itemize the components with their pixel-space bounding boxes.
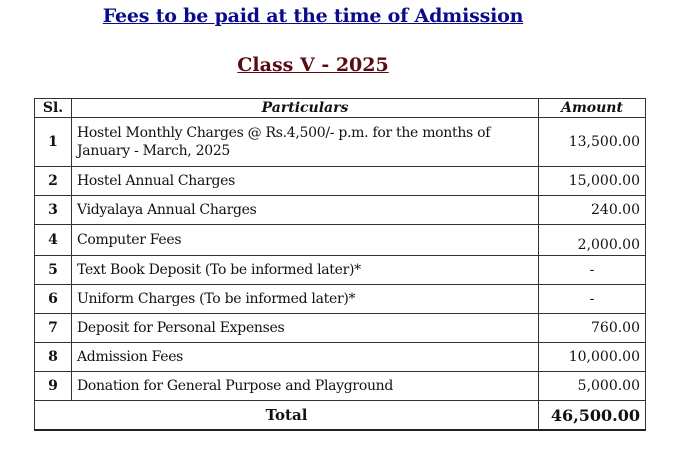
row-particulars: Text Book Deposit (To be informed later)… (71, 255, 539, 285)
column-header-amount: Amount (538, 98, 646, 118)
column-header-sl: Sl. (34, 98, 72, 118)
row-particulars: Uniform Charges (To be informed later)* (71, 284, 539, 314)
total-label: Total (34, 400, 539, 431)
row-amount: 10,000.00 (538, 342, 646, 372)
row-particulars: Hostel Monthly Charges @ Rs.4,500/- p.m.… (71, 117, 539, 167)
row-amount: 240.00 (538, 195, 646, 225)
row-amount: 760.00 (538, 313, 646, 343)
row-amount: 13,500.00 (538, 117, 646, 167)
row-sl: 9 (34, 371, 72, 401)
row-sl: 6 (34, 284, 72, 314)
row-amount: 5,000.00 (538, 371, 646, 401)
row-particulars: Hostel Annual Charges (71, 166, 539, 196)
column-header-particulars: Particulars (71, 98, 539, 118)
class-subtitle: Class V - 2025 (237, 54, 389, 76)
row-sl: 1 (34, 117, 72, 167)
table-row: 8 Admission Fees 10,000.00 (34, 342, 646, 372)
row-sl: 7 (34, 313, 72, 343)
table-row: 9 Donation for General Purpose and Playg… (34, 371, 646, 401)
total-row: Total 46,500.00 (34, 400, 646, 431)
row-sl: 3 (34, 195, 72, 225)
row-sl: 4 (34, 224, 72, 256)
table-row: 1 Hostel Monthly Charges @ Rs.4,500/- p.… (34, 117, 646, 167)
row-particulars: Admission Fees (71, 342, 539, 372)
row-sl: 2 (34, 166, 72, 196)
table-header-row: Sl. Particulars Amount (34, 98, 646, 118)
row-sl: 5 (34, 255, 72, 285)
row-particulars: Vidyalaya Annual Charges (71, 195, 539, 225)
table-row: 4 Computer Fees 2,000.00 (34, 224, 646, 256)
row-amount: - (538, 255, 646, 285)
fees-table: Sl. Particulars Amount 1 Hostel Monthly … (34, 98, 646, 431)
row-amount: 15,000.00 (538, 166, 646, 196)
row-amount: - (538, 284, 646, 314)
row-sl: 8 (34, 342, 72, 372)
table-row: 7 Deposit for Personal Expenses 760.00 (34, 313, 646, 343)
total-amount: 46,500.00 (538, 400, 646, 431)
page-title: Fees to be paid at the time of Admission (102, 5, 524, 27)
table-row: 2 Hostel Annual Charges 15,000.00 (34, 166, 646, 196)
table-row: 5 Text Book Deposit (To be informed late… (34, 255, 646, 285)
table-row: 6 Uniform Charges (To be informed later)… (34, 284, 646, 314)
row-amount: 2,000.00 (538, 224, 646, 256)
table-row: 3 Vidyalaya Annual Charges 240.00 (34, 195, 646, 225)
row-particulars: Donation for General Purpose and Playgro… (71, 371, 539, 401)
row-particulars: Deposit for Personal Expenses (71, 313, 539, 343)
row-particulars: Computer Fees (71, 224, 539, 256)
